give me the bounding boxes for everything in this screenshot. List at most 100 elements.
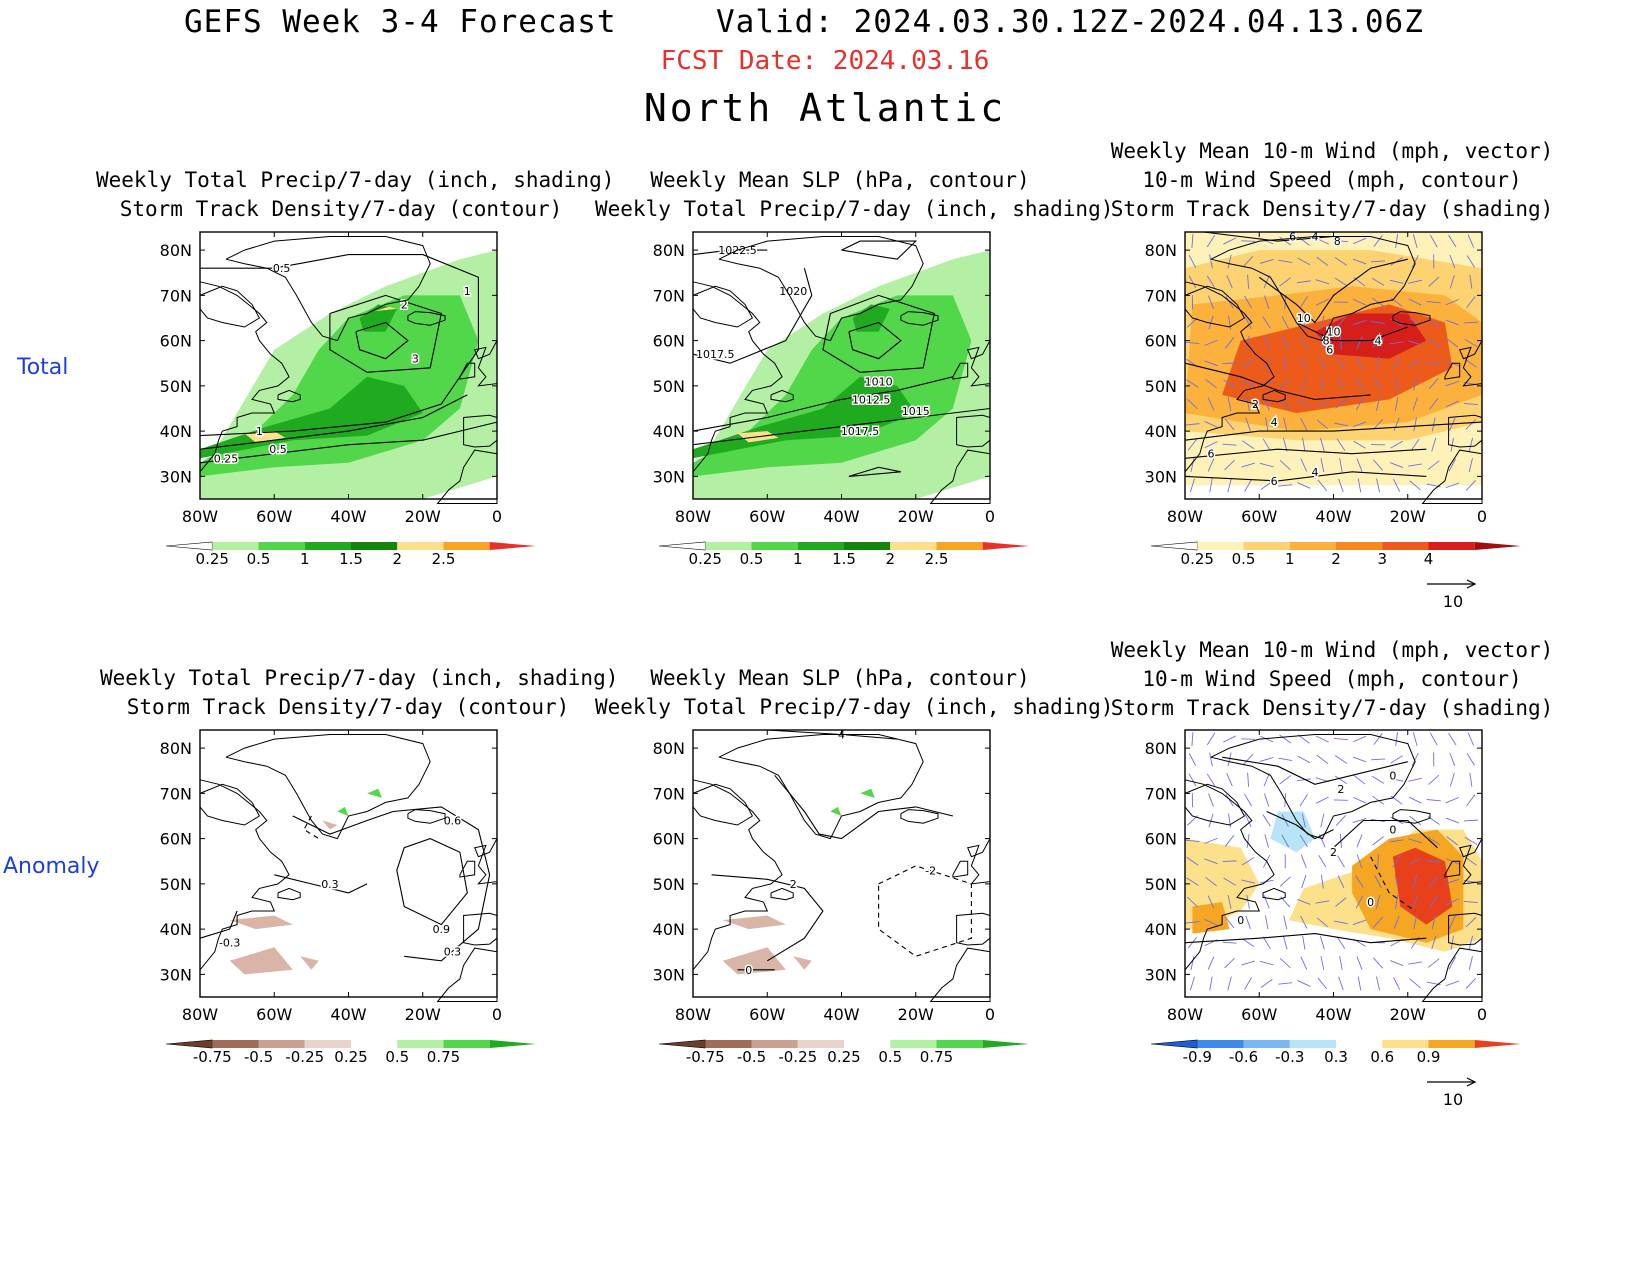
precip-anomaly-shading <box>860 788 875 798</box>
wind-vector <box>1409 480 1421 491</box>
contour-line <box>1370 856 1416 912</box>
lat-tick-label: 50N <box>653 875 685 894</box>
wind-vector <box>1371 277 1385 286</box>
wind-vector <box>1279 957 1291 969</box>
wind-vector <box>1246 397 1250 411</box>
wind-vector <box>1315 402 1330 406</box>
contour-line <box>711 874 824 962</box>
wind-vector <box>1205 876 1217 887</box>
wind-vector <box>1374 377 1382 390</box>
lat-tick-label: 30N <box>160 965 192 984</box>
wind-vector <box>1315 735 1329 743</box>
colorbar-label: 0.25 <box>334 1048 367 1066</box>
wind-vector <box>1281 316 1289 329</box>
wind-vector <box>1206 732 1216 746</box>
wind-vector <box>1301 813 1306 828</box>
coastline <box>459 362 476 380</box>
contour-label: 2 <box>1330 846 1337 859</box>
precip-anomaly-shading <box>322 820 338 830</box>
contour-line <box>692 376 954 432</box>
coastline <box>474 340 498 387</box>
contour-label: 0.3 <box>444 946 462 959</box>
panel-title-line: Weekly Total Precip/7-day (inch, shading… <box>96 168 615 192</box>
wind-vector <box>1259 462 1274 468</box>
colorbar-cell <box>936 1040 983 1048</box>
wind-vector <box>1191 732 1194 747</box>
wind-vector <box>1352 756 1367 763</box>
contour-line <box>1184 448 1427 459</box>
precip-shading <box>359 304 397 332</box>
precip-anomaly-shading <box>300 956 319 970</box>
panel-title-line: 10-m Wind Speed (mph, contour) <box>1142 667 1522 691</box>
colorbar-cell <box>489 542 536 550</box>
wind-vector <box>1316 754 1329 765</box>
colorbar-cell <box>1150 1039 1198 1049</box>
wind-vector <box>1372 795 1384 805</box>
colorbar-label: 1 <box>300 550 310 568</box>
coastline <box>407 809 446 824</box>
colorbar-cell <box>165 1039 213 1049</box>
wind-vector <box>1224 835 1235 847</box>
wind-vector <box>1263 773 1270 787</box>
wind-vector <box>1393 478 1401 492</box>
coastline <box>474 838 498 885</box>
wind-vector <box>1227 397 1232 411</box>
coastline <box>900 809 939 824</box>
wind-vector <box>1204 339 1218 346</box>
wind-vector <box>1317 977 1328 990</box>
wind-vector <box>1260 480 1273 490</box>
wind-vector <box>1467 732 1475 746</box>
map-panel-total-slp: 1 0 2 2.5 1020 1017.5 1010 1012.5 1015 1017.5 80N 7… <box>653 231 1029 568</box>
wind-vector <box>1189 478 1195 493</box>
contour-label: 2 <box>401 298 408 311</box>
contour-label: -0.3 <box>219 937 240 950</box>
wind-vector <box>1376 895 1381 909</box>
colorbar-label: 0.25 <box>196 550 229 568</box>
coastline <box>952 860 969 878</box>
wind-vector <box>1297 401 1311 407</box>
wind-vector <box>1445 817 1460 824</box>
wind-vector <box>1356 834 1363 848</box>
wind-vector <box>1427 460 1440 470</box>
contour-label: 6 <box>1271 475 1278 488</box>
wind-vector <box>1411 752 1419 766</box>
contour-label: 0.5 <box>269 443 287 456</box>
lat-tick-label: 40N <box>1145 920 1177 939</box>
map-panel-anom-slp: 4 2 -2 0 80N 70N 60N 50N 40N 30N 80W 60W 40W 20W 0 -0.7… <box>653 727 1029 1066</box>
wind-vector <box>1187 438 1198 451</box>
wind-vector <box>1468 458 1473 472</box>
wind-vector <box>1204 918 1218 926</box>
lon-tick-label: 60W <box>749 1005 785 1024</box>
wind-vector <box>1190 458 1195 473</box>
contour-line <box>692 268 813 364</box>
wind-vector <box>1372 418 1384 430</box>
wind-vector <box>1299 793 1308 807</box>
wind-vector <box>1204 837 1218 844</box>
wind-vector <box>1226 275 1233 289</box>
contour-line <box>199 254 479 437</box>
lon-tick-label: 60W <box>749 507 785 526</box>
wind-vector <box>1413 417 1417 432</box>
map-panel-anom-wind: 0 2 0 2 0 0 80N 70N 60N 50N 40N 30N 80W 60W 40W 20W 0 -0.… <box>1145 729 1521 1109</box>
coastline <box>1262 887 1286 901</box>
lon-tick-label: 40W <box>823 1005 859 1024</box>
contour-label: 0 <box>1237 914 1244 927</box>
coastline <box>956 912 991 946</box>
colorbar-cell <box>890 1040 937 1048</box>
colorbar-cell <box>165 541 213 551</box>
contour-label: -2 <box>925 864 936 877</box>
wind-vector <box>1242 440 1255 449</box>
colorbar-cell <box>751 1040 798 1048</box>
contour-label: 0.9 <box>433 923 451 936</box>
wind-vector <box>1394 396 1399 411</box>
colorbar-label: 3 <box>1377 550 1387 568</box>
wind-vector <box>1245 417 1251 432</box>
wind-vector <box>1224 459 1235 471</box>
wind-vector <box>1339 335 1342 350</box>
colorbar-label: 0.25 <box>689 550 722 568</box>
wind-vector <box>1243 255 1254 267</box>
wind-vector <box>1426 301 1441 304</box>
wind-vector <box>1243 753 1254 765</box>
wind-vector <box>1296 280 1311 284</box>
lon-tick-label: 60W <box>1241 1005 1277 1024</box>
